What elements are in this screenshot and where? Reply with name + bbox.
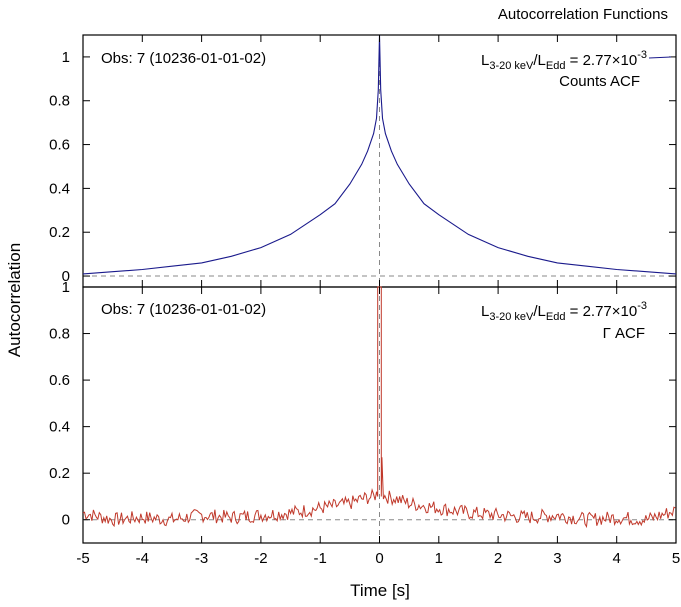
top-acf-label: Counts ACF <box>559 73 640 90</box>
top-y-tick-label: 0 <box>62 268 70 285</box>
top-obs-label: Obs: 7 (10236-01-01-02) <box>101 50 266 67</box>
x-tick-label: 4 <box>613 550 621 567</box>
x-tick-label: -4 <box>136 550 149 567</box>
x-tick-label: -3 <box>195 550 208 567</box>
bottom-y-tick-label: 0.4 <box>49 419 70 436</box>
bottom-acf-label: Γ ACF <box>603 325 645 342</box>
x-tick-label: -5 <box>76 550 89 567</box>
bottom-luminosity-label: L3-20 keV/LEdd = 2.77×10-3 <box>481 300 647 323</box>
bottom-obs-label: Obs: 7 (10236-01-01-02) <box>101 301 266 318</box>
x-tick-label: 2 <box>494 550 502 567</box>
x-tick-label: 3 <box>553 550 561 567</box>
y-axis-label: Autocorrelation <box>5 243 24 357</box>
x-axis-label: Time [s] <box>350 581 410 600</box>
bottom-y-ticks: 0 0.2 0.4 0.6 0.8 1 <box>49 279 676 529</box>
top-y-tick-label: 1 <box>62 49 70 66</box>
top-y-tick-label: 0.2 <box>49 224 70 241</box>
figure-title: Autocorrelation Functions <box>498 6 668 23</box>
bottom-y-tick-label: 0.6 <box>49 372 70 389</box>
bottom-y-tick-label: 0 <box>62 512 70 529</box>
bottom-x-ticks: -5 -4 -3 -2 -1 0 1 2 3 4 5 <box>76 287 680 567</box>
x-tick-label: -1 <box>314 550 327 567</box>
top-y-tick-label: 0.8 <box>49 93 70 110</box>
x-tick-label: 0 <box>375 550 383 567</box>
top-luminosity-label: L3-20 keV/LEdd = 2.77×10-3 <box>481 49 647 72</box>
x-tick-label: -2 <box>254 550 267 567</box>
top-panel: 0 0.2 0.4 0.6 0.8 1 Obs: 7 (10236-01-01-02) L… <box>49 34 677 288</box>
bottom-y-tick-label: 0.2 <box>49 465 70 482</box>
top-y-tick-label: 0.6 <box>49 137 70 154</box>
top-y-ticks: 0 0.2 0.4 0.6 0.8 1 <box>49 35 677 287</box>
top-legend-line <box>648 56 672 59</box>
x-tick-label: 1 <box>435 550 443 567</box>
bottom-y-tick-label: 0.8 <box>49 326 70 343</box>
bottom-y-tick-label: 1 <box>62 279 70 296</box>
top-y-tick-label: 0.4 <box>49 180 70 197</box>
x-tick-label: 5 <box>672 550 680 567</box>
bottom-panel: 0 0.2 0.4 0.6 0.8 1 -5 -4 -3 -2 -1 0 1 2 3 4 5 Obs: 7 (… <box>49 279 680 567</box>
